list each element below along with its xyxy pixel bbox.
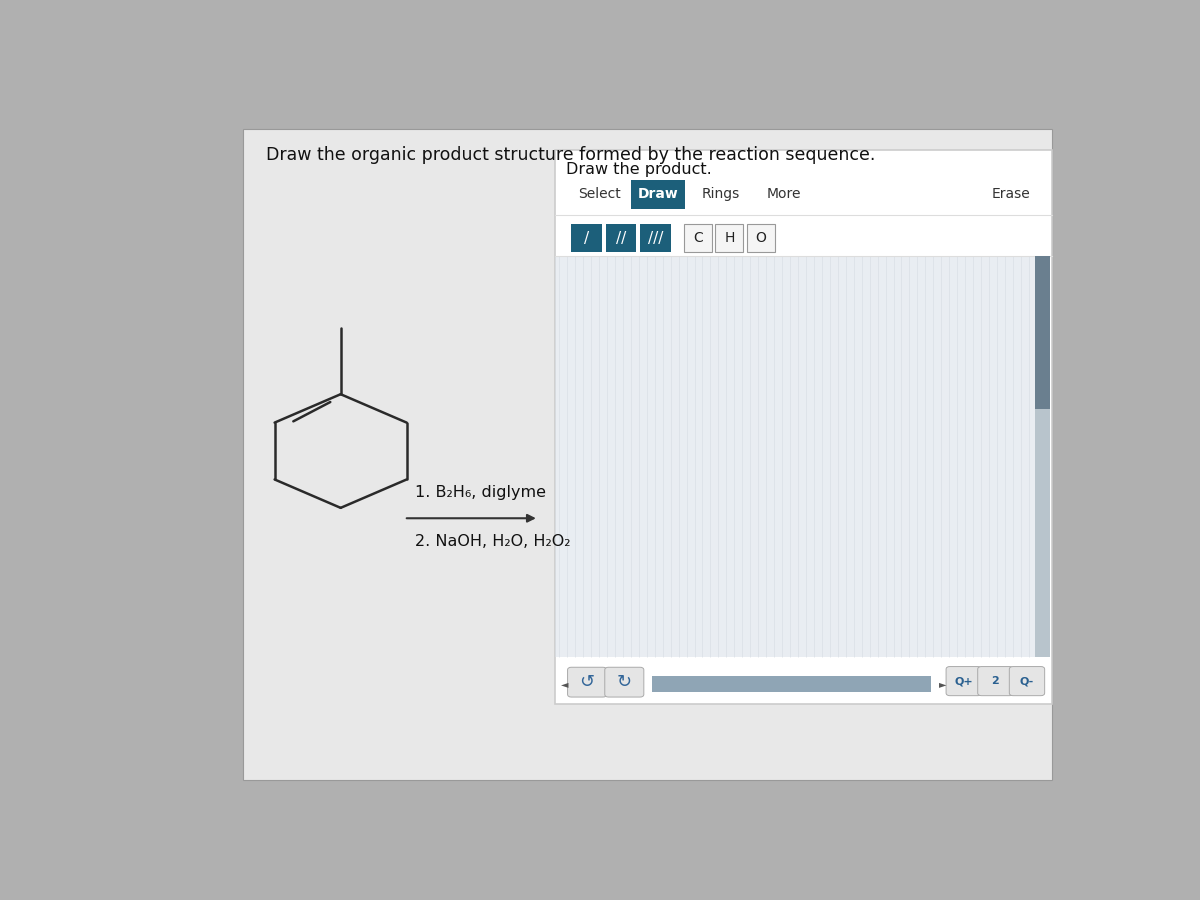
Text: ►: ►	[938, 679, 946, 688]
Text: ↺: ↺	[580, 673, 595, 691]
FancyBboxPatch shape	[568, 667, 607, 697]
Text: Draw the organic product structure formed by the reaction sequence.: Draw the organic product structure forme…	[266, 146, 876, 164]
Text: Draw: Draw	[637, 187, 678, 202]
FancyBboxPatch shape	[684, 224, 712, 252]
FancyBboxPatch shape	[242, 129, 1052, 780]
FancyBboxPatch shape	[715, 224, 743, 252]
Text: 1. B₂H₆, diglyme: 1. B₂H₆, diglyme	[415, 485, 546, 500]
Text: //: //	[616, 230, 626, 246]
Text: Erase: Erase	[991, 187, 1031, 202]
Text: C: C	[692, 231, 703, 246]
Text: /: /	[584, 230, 589, 246]
Text: Select: Select	[578, 187, 620, 202]
FancyBboxPatch shape	[1036, 256, 1050, 657]
FancyBboxPatch shape	[1009, 667, 1045, 696]
Text: 2. NaOH, H₂O, H₂O₂: 2. NaOH, H₂O, H₂O₂	[415, 534, 570, 549]
FancyBboxPatch shape	[1036, 256, 1050, 409]
FancyBboxPatch shape	[606, 224, 636, 252]
FancyBboxPatch shape	[640, 224, 671, 252]
FancyBboxPatch shape	[978, 667, 1013, 696]
FancyBboxPatch shape	[946, 667, 982, 696]
FancyBboxPatch shape	[605, 667, 644, 697]
Text: ///: ///	[648, 230, 664, 246]
Text: More: More	[767, 187, 802, 202]
Text: O: O	[756, 231, 767, 246]
Text: 2: 2	[991, 676, 1000, 686]
Text: ◄: ◄	[562, 679, 569, 688]
Text: H: H	[725, 231, 734, 246]
FancyBboxPatch shape	[554, 149, 1052, 704]
Text: Rings: Rings	[702, 187, 739, 202]
Text: Q+: Q+	[954, 676, 973, 686]
FancyBboxPatch shape	[748, 224, 775, 252]
FancyBboxPatch shape	[653, 676, 931, 691]
Text: Q-: Q-	[1020, 676, 1034, 686]
Text: ↻: ↻	[617, 673, 632, 691]
FancyBboxPatch shape	[631, 180, 685, 209]
FancyBboxPatch shape	[554, 256, 1036, 657]
FancyBboxPatch shape	[571, 224, 602, 252]
Text: Draw the product.: Draw the product.	[565, 162, 712, 177]
